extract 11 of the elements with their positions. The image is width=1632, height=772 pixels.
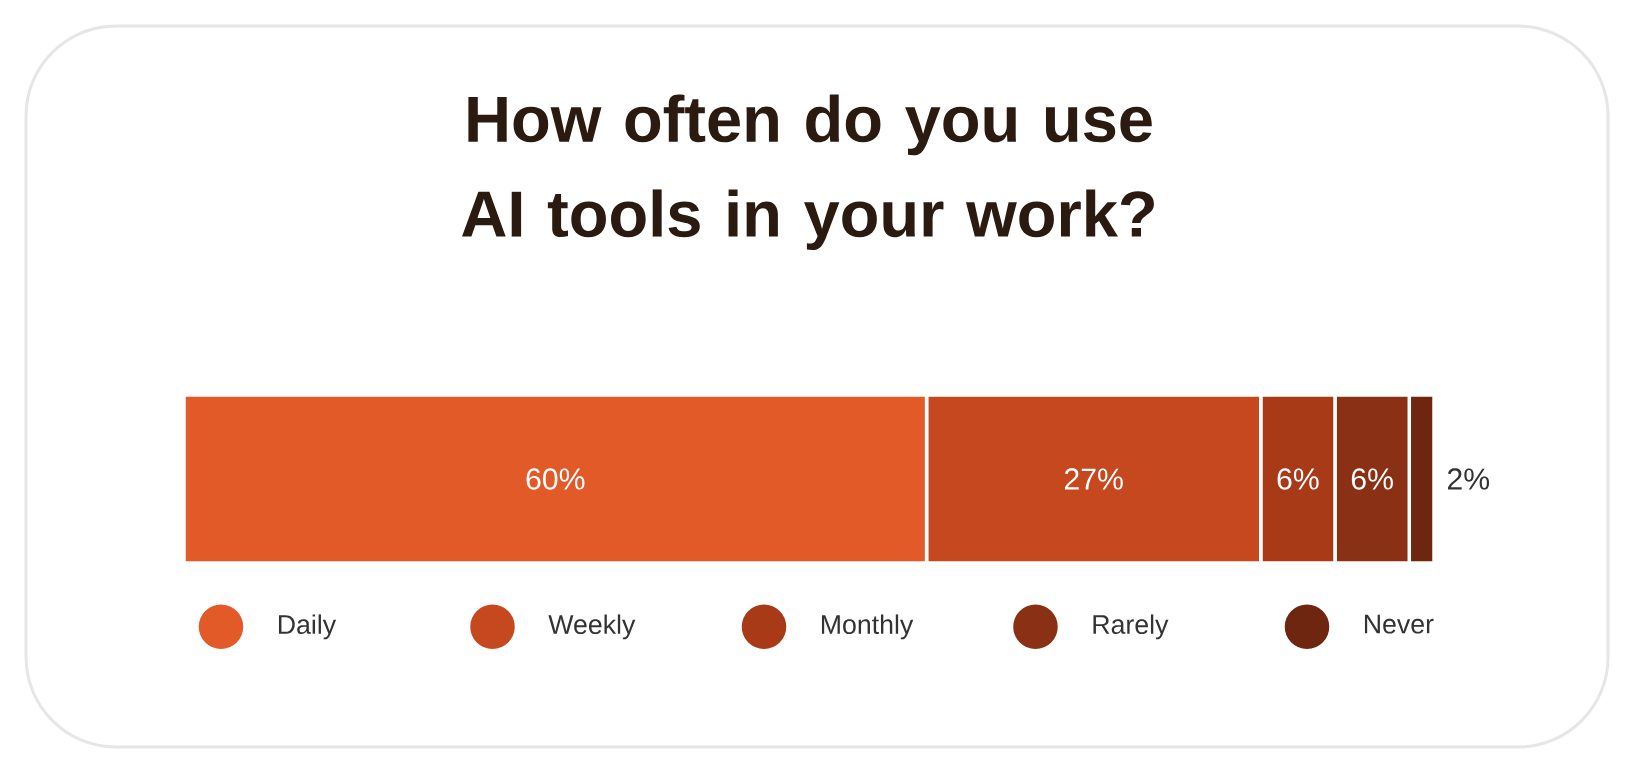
data-label: 60% — [526, 468, 585, 490]
legend-label: Monthly — [821, 614, 914, 640]
chart-title: How often do you use AI tools in your work? — [462, 94, 1154, 251]
data-label: 2% — [1447, 468, 1490, 490]
data-label: 6% — [1277, 468, 1319, 490]
legend-label: Never — [1364, 614, 1434, 634]
data-label: 6% — [1351, 468, 1393, 490]
data-label: 27% — [1064, 468, 1123, 490]
legend-label: Weekly — [548, 614, 636, 640]
legend-label: Daily — [278, 614, 337, 640]
legend-label: Rarely — [1093, 614, 1169, 640]
